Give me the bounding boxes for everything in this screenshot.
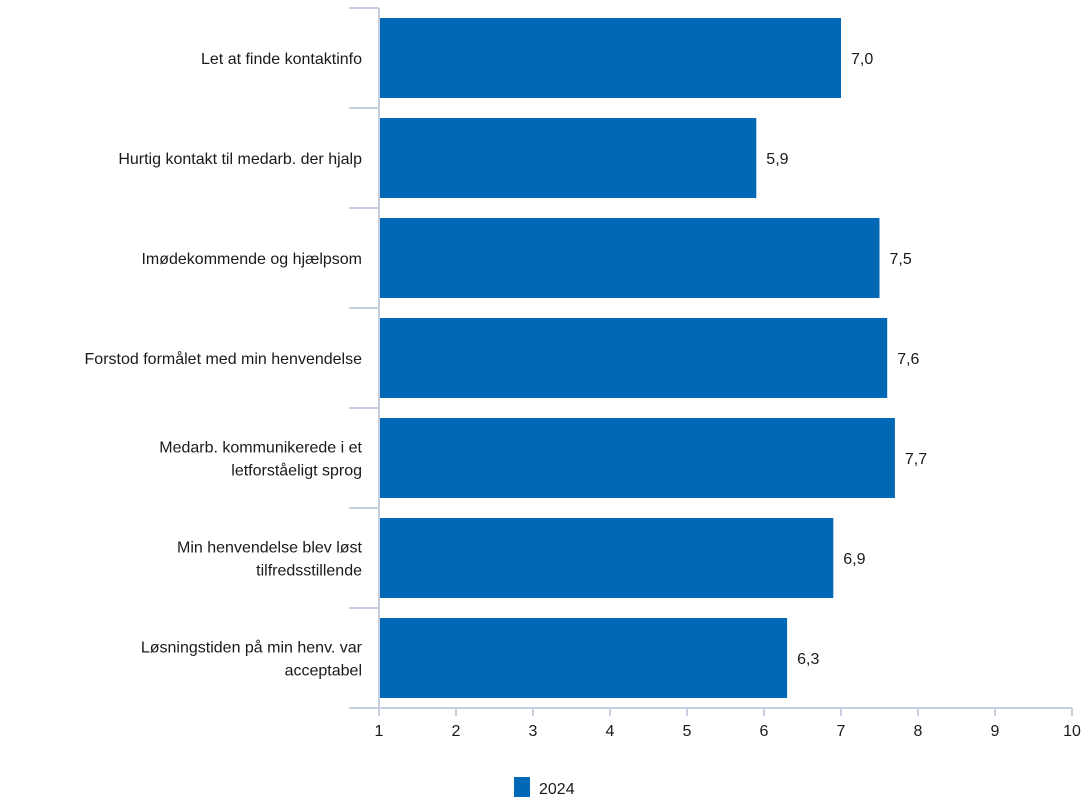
bar [380,418,895,498]
x-axis-ticks: 1 2 3 4 5 6 7 8 9 10 [375,708,1081,740]
legend: 2024 [514,777,575,798]
legend-label: 2024 [539,781,575,798]
x-tick-label: 2 [452,723,461,740]
category-label: Let at finde kontaktinfo [201,51,362,68]
legend-swatch [514,777,530,797]
bar-value-label: 7,7 [905,451,927,468]
chart-bars [380,18,895,698]
x-tick-label: 9 [991,723,1000,740]
category-label: acceptabel [285,663,362,680]
bar-value-label: 6,3 [797,651,819,668]
bar-value-label: 7,0 [851,51,873,68]
category-label: letforståeligt sprog [231,462,362,480]
x-tick-label: 6 [760,723,769,740]
category-label: Hurtig kontakt til medarb. der hjalp [118,151,362,168]
bar-value-label: 7,5 [890,251,912,268]
bar [380,218,880,298]
bar-value-label: 6,9 [843,551,865,568]
x-tick-label: 5 [683,723,692,740]
x-tick-label: 7 [837,723,846,740]
category-label: Forstod formålet med min henvendelse [85,350,363,368]
bar [380,118,757,198]
chart-axes [349,7,1072,709]
category-label: Løsningstiden på min henv. var [141,639,363,657]
category-labels: Let at finde kontaktinfo Hurtig kontakt t… [85,51,363,680]
category-label: Imødekommende og hjælpsom [141,251,362,268]
bar-value-label: 7,6 [897,351,919,368]
bar [380,618,788,698]
x-tick-label: 1 [375,723,384,740]
category-label: tilfredsstillende [256,563,362,580]
bar [380,518,834,598]
bar [380,318,888,398]
x-tick-label: 10 [1063,723,1081,740]
x-tick-label: 8 [914,723,923,740]
bar-value-label: 5,9 [766,151,788,168]
category-label: Min henvendelse blev løst [177,540,363,557]
x-tick-label: 3 [529,723,538,740]
value-labels: 7,0 5,9 7,5 7,6 7,7 6,9 6,3 [766,51,927,668]
x-tick-label: 4 [606,723,615,740]
bar [380,18,841,98]
category-label: Medarb. kommunikerede i et [159,440,362,457]
